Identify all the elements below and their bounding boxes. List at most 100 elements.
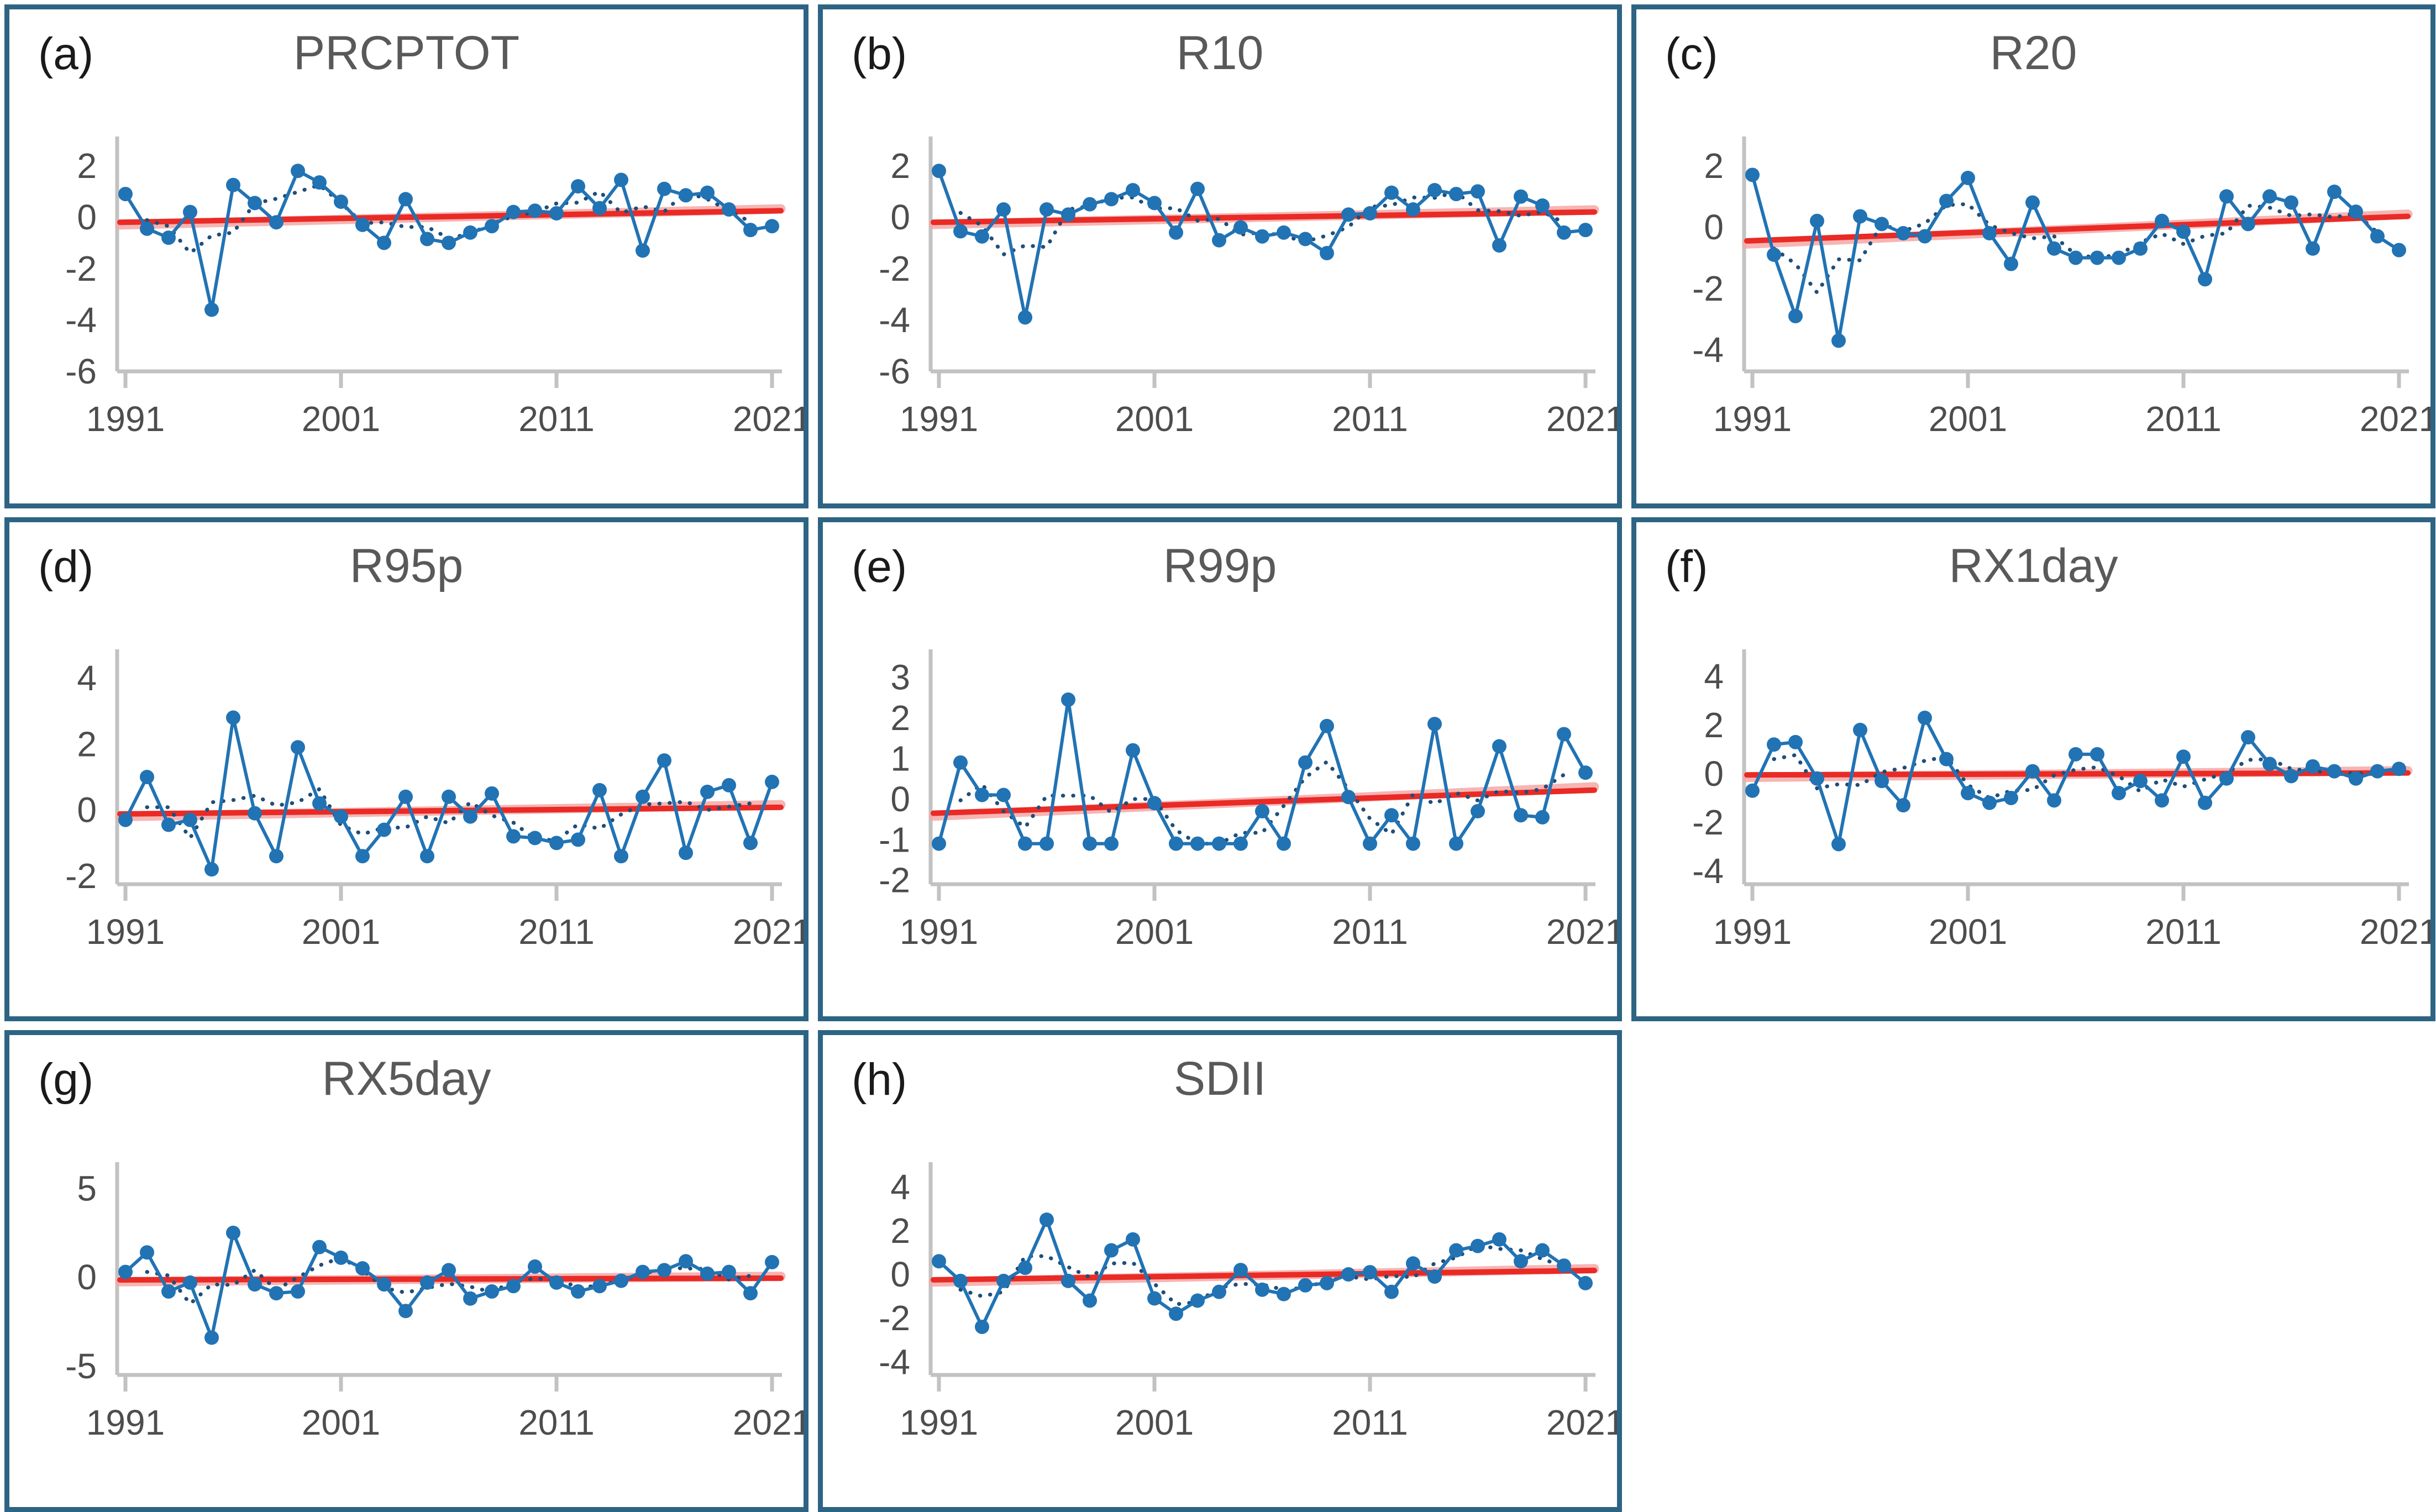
data-point-marker bbox=[1169, 225, 1183, 240]
panel-letter: (h) bbox=[852, 1054, 907, 1105]
data-point-marker bbox=[1320, 1275, 1334, 1290]
data-point-marker bbox=[953, 1273, 968, 1288]
data-point-marker bbox=[291, 164, 305, 179]
data-point-marker bbox=[1212, 1284, 1226, 1299]
panel-letter: (a) bbox=[38, 29, 94, 79]
data-point-marker bbox=[140, 769, 154, 784]
data-point-marker bbox=[700, 1266, 715, 1281]
data-point-marker bbox=[975, 1319, 989, 1334]
data-point-marker bbox=[1255, 804, 1269, 818]
x-tick-label: 2001 bbox=[302, 912, 380, 952]
y-tick-label: -2 bbox=[65, 249, 97, 288]
y-tick-label: 2 bbox=[1704, 146, 1724, 186]
data-point-marker bbox=[2241, 730, 2255, 745]
data-point-marker bbox=[506, 1279, 521, 1294]
y-tick-label: 2 bbox=[1704, 705, 1724, 745]
data-point-marker bbox=[334, 195, 348, 209]
panel-rx5day: (g) RX5day 5 0 -5 1991 2001 2011 2021 bbox=[4, 1030, 809, 1512]
data-point-marker bbox=[1427, 183, 1442, 198]
data-point-marker bbox=[1040, 202, 1054, 217]
data-point-marker bbox=[1939, 752, 1954, 767]
panel-sdii: (h) SDII 4 2 0 -2 -4 1991 2001 2011 2021 bbox=[818, 1030, 1622, 1512]
data-point-marker bbox=[1767, 737, 1781, 752]
data-point-marker bbox=[549, 1275, 564, 1290]
chart-title: R10 bbox=[1176, 27, 1264, 80]
data-point-marker bbox=[226, 177, 240, 192]
data-point-marker bbox=[1147, 196, 1162, 211]
data-point-marker bbox=[2112, 250, 2126, 265]
data-point-marker bbox=[1341, 207, 1356, 222]
data-point-marker bbox=[118, 812, 133, 827]
data-point-marker bbox=[312, 1240, 327, 1254]
data-point-marker bbox=[420, 232, 434, 246]
data-point-marker bbox=[2090, 747, 2104, 762]
data-point-marker bbox=[1233, 1263, 1248, 1278]
data-point-marker bbox=[679, 846, 693, 860]
x-tick-label: 2011 bbox=[2145, 399, 2222, 439]
data-point-marker bbox=[2176, 749, 2191, 764]
data-point-marker bbox=[1384, 185, 1399, 200]
data-point-marker bbox=[657, 181, 671, 196]
data-point-marker bbox=[248, 806, 262, 821]
x-tick-label: 2011 bbox=[1332, 912, 1408, 952]
data-point-marker bbox=[2262, 189, 2277, 204]
smoothed-dotted-series bbox=[145, 786, 753, 842]
data-point-marker bbox=[377, 822, 391, 837]
data-point-marker bbox=[334, 809, 348, 824]
data-point-marker bbox=[1875, 217, 1889, 232]
data-point-marker bbox=[1896, 226, 1910, 240]
y-tick-label: 1 bbox=[890, 738, 910, 778]
data-point-marker bbox=[1126, 183, 1140, 198]
data-point-marker bbox=[1018, 310, 1032, 325]
data-point-marker bbox=[1427, 1269, 1442, 1284]
data-point-marker bbox=[377, 235, 391, 250]
data-point-marker bbox=[700, 784, 715, 799]
x-tick-label: 1991 bbox=[86, 912, 165, 952]
data-point-marker bbox=[398, 192, 413, 207]
y-tick-label: -2 bbox=[879, 860, 910, 900]
data-point-marker bbox=[1557, 225, 1571, 240]
trend-line bbox=[117, 804, 784, 817]
data-point-marker bbox=[996, 202, 1011, 217]
data-point-marker bbox=[1040, 836, 1054, 851]
data-point-marker bbox=[2025, 195, 2040, 210]
data-point-marker bbox=[1449, 1243, 1463, 1258]
data-point-marker bbox=[204, 302, 219, 317]
data-point-marker bbox=[636, 789, 650, 804]
data-point-marker bbox=[1492, 739, 1506, 754]
data-point-marker bbox=[1471, 804, 1485, 818]
x-tick-label: 2021 bbox=[1546, 1403, 1617, 1442]
y-tick-label: 0 bbox=[890, 779, 910, 819]
data-point-marker bbox=[1126, 743, 1140, 758]
smoothed-dotted-series bbox=[958, 759, 1566, 846]
y-tick-label: -2 bbox=[1692, 269, 1724, 308]
data-point-marker bbox=[2349, 204, 2363, 219]
data-point-marker bbox=[2133, 774, 2148, 789]
data-point-marker bbox=[312, 796, 327, 811]
data-point-marker bbox=[996, 1273, 1011, 1288]
data-point-marker bbox=[2004, 256, 2018, 271]
data-point-marker bbox=[2219, 771, 2234, 786]
data-point-marker bbox=[463, 225, 477, 240]
data-point-marker bbox=[571, 179, 585, 194]
data-point-marker bbox=[932, 164, 946, 179]
data-point-marker bbox=[140, 1245, 154, 1260]
annual-series-line bbox=[937, 698, 1587, 846]
data-point-marker bbox=[183, 812, 197, 827]
data-point-marker bbox=[442, 789, 456, 804]
data-point-marker bbox=[528, 203, 542, 218]
data-point-marker bbox=[1939, 193, 1954, 208]
data-point-marker bbox=[722, 1264, 736, 1279]
data-point-marker bbox=[1745, 783, 1760, 798]
data-point-marker bbox=[1961, 786, 1975, 801]
x-tick-label: 2021 bbox=[733, 1403, 804, 1442]
data-point-marker bbox=[1982, 795, 1997, 810]
data-point-marker bbox=[1277, 225, 1291, 240]
chart-canvas: 4 2 0 -2 1991 2001 2011 2021 bbox=[65, 649, 804, 952]
data-point-marker bbox=[1918, 710, 1932, 725]
data-point-marker bbox=[1557, 727, 1571, 742]
data-point-marker bbox=[1061, 692, 1075, 707]
data-point-marker bbox=[1831, 837, 1846, 852]
data-point-marker bbox=[183, 1275, 197, 1290]
data-point-marker bbox=[1061, 1273, 1075, 1288]
